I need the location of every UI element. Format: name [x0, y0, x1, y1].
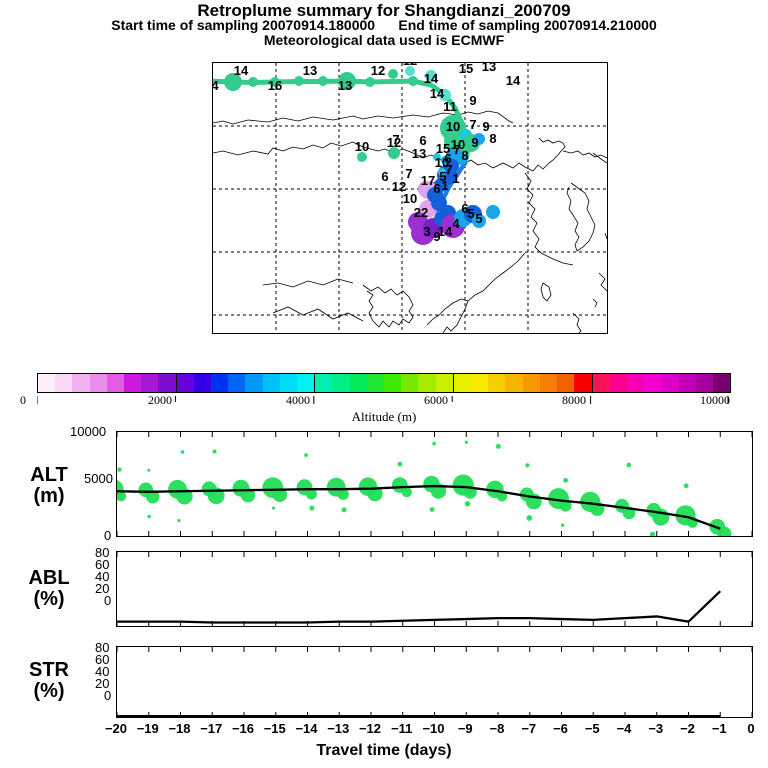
svg-text:9: 9 [469, 93, 476, 108]
svg-text:4: 4 [213, 78, 219, 93]
svg-text:1: 1 [452, 171, 459, 186]
svg-text:10: 10 [435, 155, 449, 170]
svg-text:10: 10 [355, 139, 369, 154]
svg-text:9: 9 [471, 135, 478, 150]
svg-text:7: 7 [453, 142, 460, 157]
svg-text:10: 10 [403, 191, 417, 206]
svg-text:−10: −10 [422, 721, 444, 736]
svg-text:8: 8 [461, 148, 468, 163]
svg-text:13: 13 [482, 63, 496, 74]
svg-text:13: 13 [303, 63, 317, 78]
svg-text:13: 13 [412, 146, 426, 161]
svg-text:−1: −1 [712, 721, 727, 736]
svg-text:−6: −6 [553, 721, 568, 736]
svg-text:−5: −5 [585, 721, 600, 736]
svg-text:−19: −19 [137, 721, 159, 736]
svg-text:8: 8 [489, 131, 496, 146]
svg-text:12: 12 [371, 63, 385, 78]
svg-text:−8: −8 [490, 721, 505, 736]
svg-text:7: 7 [469, 117, 476, 132]
svg-text:5: 5 [475, 211, 482, 226]
svg-text:11: 11 [443, 99, 457, 114]
svg-text:−18: −18 [168, 721, 190, 736]
svg-text:−15: −15 [264, 721, 286, 736]
svg-text:−9: −9 [458, 721, 473, 736]
svg-text:6: 6 [381, 169, 388, 184]
svg-text:13: 13 [338, 78, 352, 93]
svg-text:10: 10 [446, 119, 460, 134]
svg-text:−20: −20 [105, 721, 127, 736]
svg-text:−7: −7 [521, 721, 536, 736]
svg-text:12: 12 [387, 135, 401, 150]
svg-text:16: 16 [268, 78, 282, 93]
svg-text:−14: −14 [295, 721, 318, 736]
svg-text:22: 22 [414, 205, 428, 220]
svg-text:6: 6 [419, 133, 426, 148]
svg-text:17: 17 [421, 173, 435, 188]
svg-text:14: 14 [506, 73, 521, 88]
svg-text:14: 14 [424, 71, 439, 86]
svg-text:−17: −17 [200, 721, 222, 736]
svg-text:−11: −11 [391, 721, 412, 736]
svg-text:14: 14 [438, 224, 453, 239]
svg-text:−2: −2 [680, 721, 695, 736]
svg-text:1: 1 [441, 178, 448, 193]
svg-text:14: 14 [234, 63, 249, 78]
svg-text:4: 4 [452, 216, 460, 231]
svg-text:−13: −13 [327, 721, 349, 736]
svg-text:15: 15 [459, 63, 473, 76]
svg-text:15: 15 [436, 141, 450, 156]
svg-text:−12: −12 [359, 721, 381, 736]
svg-text:0: 0 [747, 721, 754, 736]
svg-text:12: 12 [403, 63, 417, 68]
svg-text:7: 7 [405, 166, 412, 181]
svg-text:−3: −3 [648, 721, 663, 736]
svg-text:−4: −4 [617, 721, 633, 736]
svg-text:−16: −16 [232, 721, 254, 736]
svg-text:5: 5 [467, 206, 474, 221]
svg-text:3: 3 [423, 224, 430, 239]
